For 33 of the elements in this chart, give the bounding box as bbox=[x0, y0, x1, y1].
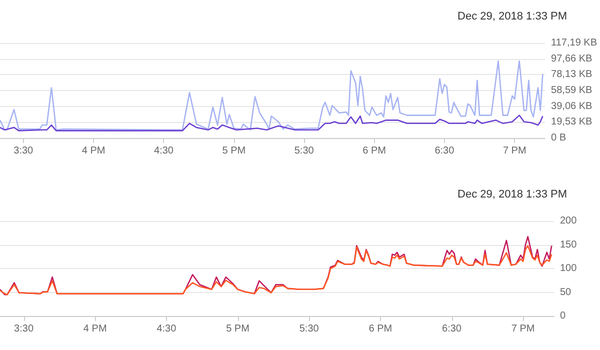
x-tick-label: 5 PM bbox=[226, 324, 250, 334]
x-tick-label: 5:30 bbox=[299, 324, 320, 334]
y-tick-label: 97,66 KB bbox=[551, 53, 593, 64]
y-tick-label: 150 bbox=[560, 239, 578, 250]
y-tick-label: 0 bbox=[560, 310, 566, 322]
x-tick-label: 3:30 bbox=[14, 146, 34, 156]
x-tick-label: 3:30 bbox=[14, 324, 34, 334]
y-tick-label: 200 bbox=[560, 216, 578, 226]
x-tick-label: 6 PM bbox=[368, 324, 392, 334]
y-tick-label: 78,13 KB bbox=[551, 69, 593, 80]
x-tick-label: 6 PM bbox=[362, 146, 386, 156]
x-tick-label: 4:30 bbox=[154, 146, 174, 156]
x-tick-label: 7 PM bbox=[511, 324, 535, 334]
y-tick-label: 100 bbox=[560, 263, 578, 274]
chart-title: Dec 29, 2018 1:33 PM bbox=[458, 188, 568, 200]
line-series bbox=[0, 245, 552, 296]
x-tick-label: 4:30 bbox=[156, 324, 177, 334]
y-tick-label: 19,53 KB bbox=[551, 116, 593, 128]
x-tick-label: 6:30 bbox=[442, 324, 462, 334]
y-tick-label: 39,06 KB bbox=[551, 100, 593, 112]
y-tick-label: 0 B bbox=[551, 132, 566, 144]
x-tick-label: 4 PM bbox=[82, 146, 106, 156]
x-tick-label: 5 PM bbox=[222, 146, 246, 156]
line-series bbox=[0, 60, 544, 131]
x-tick-label: 4 PM bbox=[83, 324, 107, 334]
chart-title: Dec 29, 2018 1:33 PM bbox=[458, 10, 568, 22]
y-tick-label: 117,19 KB bbox=[551, 38, 598, 48]
x-tick-label: 5:30 bbox=[294, 146, 314, 156]
y-tick-label: 58,59 KB bbox=[551, 85, 593, 96]
y-tick-label: 50 bbox=[560, 286, 572, 298]
x-tick-label: 6:30 bbox=[434, 146, 455, 156]
x-tick-label: 7 PM bbox=[502, 146, 526, 156]
line-series bbox=[0, 114, 544, 132]
